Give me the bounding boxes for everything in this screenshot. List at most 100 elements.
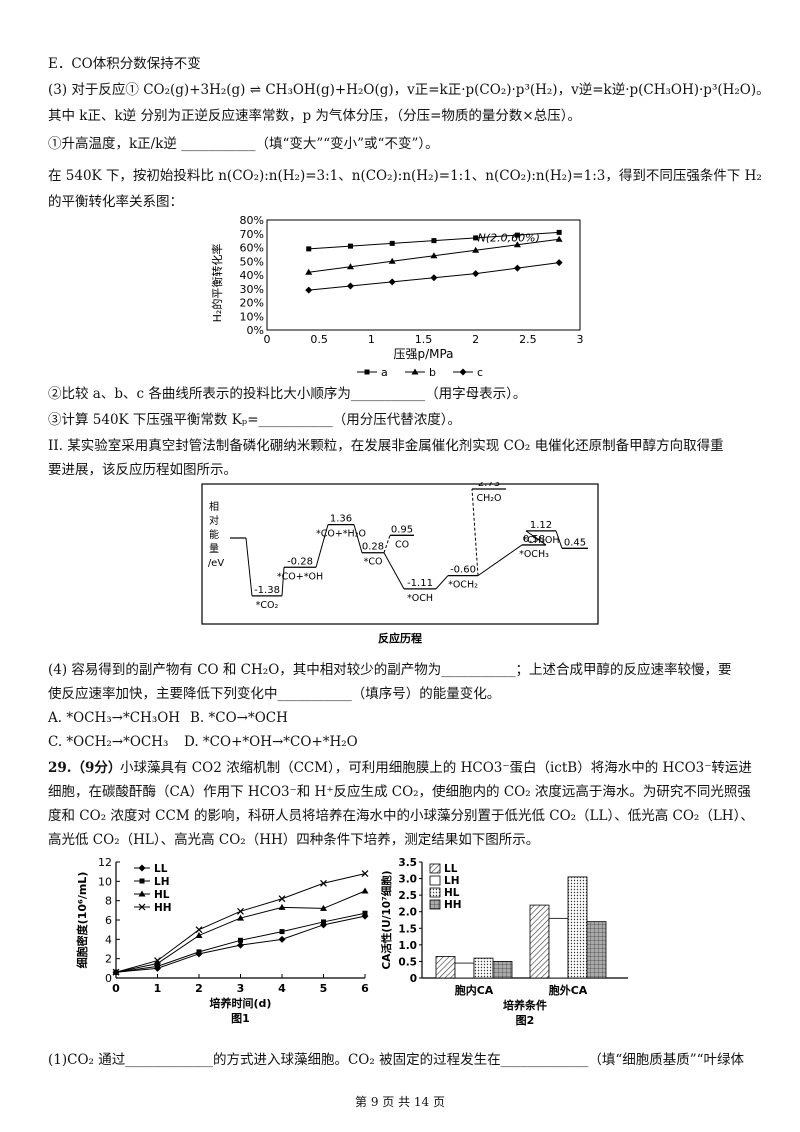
data-point-HL	[195, 931, 203, 938]
energy-value: -0.28	[287, 556, 313, 567]
legend-label: LH	[154, 876, 169, 888]
text-line: (3) 对于反应① CO₂(g)+3H₂(g) ⇌ CH₃OH(g)+H₂O(g…	[48, 82, 770, 98]
data-point-HH	[195, 926, 203, 934]
x-tick-label: 0	[112, 982, 120, 995]
question-number: 29.（9分）	[48, 760, 122, 776]
x-tick-label: 5	[320, 982, 328, 995]
text-line: E．CO体积分数保持不变	[48, 56, 201, 72]
energy-value: 0.45	[564, 537, 586, 548]
legend-label: b	[429, 366, 436, 379]
y-tick-label: 10%	[240, 310, 264, 323]
text-line: ①升高温度，k正/k逆 ___________（填“变大”“变小”或“不变”）。	[48, 136, 439, 152]
data-point-LH	[362, 910, 368, 916]
energy-connector	[555, 530, 563, 549]
data-point-c	[430, 274, 438, 282]
legend-swatch	[429, 875, 441, 886]
data-point-c	[305, 286, 313, 294]
text-line: 其中 k正、k逆 分别为正逆反应速率常数，p 为气体分压，（分压=物质的量分数×…	[48, 108, 581, 124]
x-tick-label: 2	[195, 982, 203, 995]
legend-label: a	[381, 366, 388, 379]
x-tick-label: 0.5	[310, 333, 328, 346]
y-tick-label: 70%	[240, 228, 264, 241]
figure-caption: 图1	[231, 1012, 250, 1025]
bar-LH	[454, 962, 475, 979]
energy-connector	[525, 530, 547, 546]
bar-LH	[548, 917, 569, 979]
x-axis-label: 培养时间(d)	[210, 996, 272, 1010]
data-point-c	[513, 264, 521, 272]
data-point-b	[555, 235, 563, 242]
annotation-n: N(2.0,60%)	[478, 232, 540, 245]
energy-value: 0.95	[391, 524, 413, 535]
plot-frame	[201, 483, 599, 625]
y-axis-label: H₂的平衡转化率	[210, 244, 224, 323]
state-label: *CO+*OH	[277, 571, 323, 582]
y-tick-label: 1.5	[398, 923, 417, 935]
y-tick-label: 40%	[240, 269, 264, 282]
energy-value: -1.11	[407, 578, 433, 589]
y-tick-label: 60%	[240, 242, 264, 255]
data-point-LH	[196, 949, 202, 955]
x-axis-label: 压强p/MPa	[393, 347, 453, 361]
energy-value: 1.12	[530, 520, 552, 531]
bar-HH	[492, 961, 513, 979]
legend-label: HL	[154, 889, 170, 901]
category-label: 胞内CA	[455, 983, 494, 997]
y-tick-label: 1.0	[398, 940, 417, 952]
y-axis-label-char: 相	[209, 500, 219, 513]
data-point-HL	[237, 914, 244, 921]
data-point-HH	[320, 879, 327, 887]
data-point-b	[472, 246, 480, 253]
y-tick-label: 50%	[240, 255, 264, 268]
data-point-LH	[238, 937, 243, 943]
text-line: II. 某实验室采用真空封管法制备磷化硼纳米颗粒，在发展非金属催化剂实现 CO₂…	[48, 438, 724, 454]
energy-value: 0.28	[362, 542, 384, 553]
data-point-b	[305, 268, 313, 275]
data-point-b	[388, 257, 396, 264]
data-point-LH	[321, 919, 326, 925]
state-label: *CO+*H₂O	[316, 529, 366, 540]
chart-plot-area: 0%10%20%30%40%50%60%70%80% 0 0.5 1 1.5 2 2.5 3 压…	[210, 214, 584, 379]
state-label: *CH₃OH	[523, 535, 560, 546]
y-tick-label: 0	[105, 972, 112, 985]
energy-connector	[281, 567, 285, 596]
legend-marker-HH	[138, 903, 146, 911]
y-axis-label: CA活性(U/10⁷细胞)	[380, 870, 393, 969]
x-tick-label: 3	[237, 982, 245, 995]
bar-LL	[435, 956, 456, 979]
energy-connector	[245, 537, 253, 596]
y-tick-label: 10	[98, 875, 112, 888]
legend-marker-LL	[138, 864, 146, 872]
state-label: *OCH	[407, 593, 433, 604]
data-point-LL	[278, 935, 286, 943]
data-point-LL	[237, 941, 244, 949]
h2-conversion-chart: 0%10%20%30%40%50%60%70%80% 0 0.5 1 1.5 2 2.5 3 压…	[210, 214, 584, 379]
y-tick-label: 2.5	[398, 890, 417, 902]
option-c: C. *OCH₂→*OCH₃	[48, 734, 169, 750]
state-label: *OCH₂	[448, 580, 478, 591]
legend-label: HH	[444, 899, 462, 911]
data-point-b	[430, 252, 438, 259]
text-line: 的平衡转化率关系图：	[48, 194, 183, 210]
data-point-HL	[361, 887, 369, 894]
energy-value: -0.60	[450, 565, 476, 576]
legend-label: LL	[154, 863, 168, 875]
data-point-b	[346, 263, 354, 270]
y-tick-label: 80%	[240, 214, 264, 227]
y-tick-label: 3.0	[398, 874, 417, 886]
legend-label: LL	[444, 863, 458, 875]
y-tick-label: 20%	[240, 297, 264, 310]
state-label: *CO	[364, 557, 383, 568]
y-axis-label: 细胞密度(10⁶/mL)	[75, 872, 89, 969]
y-tick-label: 4	[105, 933, 112, 946]
text-line: 要进展，该反应历程如图所示。	[48, 462, 237, 478]
y-tick-label: 3.5	[398, 857, 417, 869]
y-tick-label: 0%	[247, 324, 264, 337]
x-tick-label: 1	[368, 333, 375, 346]
state-label: *OCH₃	[519, 549, 549, 560]
legend-marker-c	[459, 368, 467, 376]
data-point-a	[514, 232, 520, 238]
text-line: ③计算 540K 下压强平衡常数 Kₚ=___________（用分压代替浓度）…	[48, 412, 462, 428]
